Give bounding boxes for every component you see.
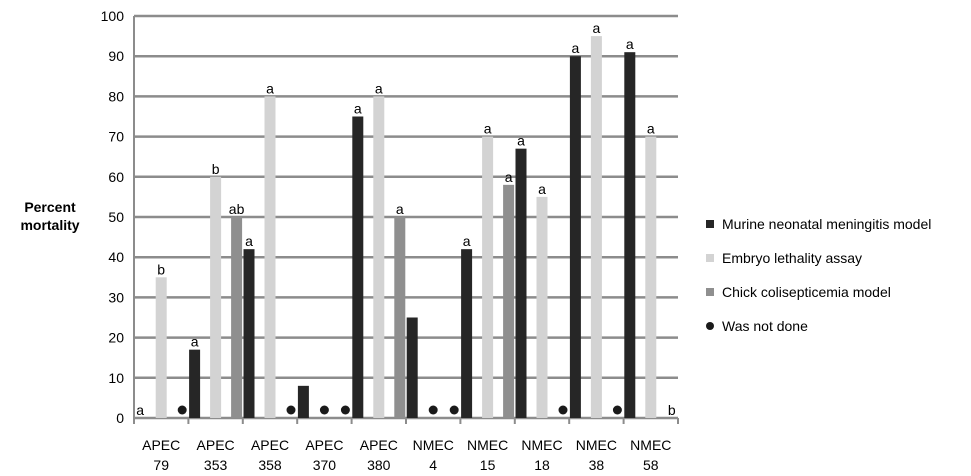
legend-item-chick: Chick colisepticemia model <box>706 275 931 309</box>
bar <box>352 116 364 418</box>
x-tick-label: 58 <box>643 457 659 473</box>
bar <box>297 385 309 418</box>
y-tick-label: 30 <box>108 289 124 305</box>
bar <box>189 349 201 418</box>
bar <box>645 136 657 418</box>
legend-swatch-murine <box>706 220 714 228</box>
bar <box>515 148 527 418</box>
bar <box>482 136 494 418</box>
bar-significance-label: a <box>505 169 513 185</box>
bar-significance-label: a <box>463 233 471 249</box>
bar <box>394 217 406 418</box>
bar-significance-label: b <box>212 161 220 177</box>
legend-item-murine: Murine neonatal meningitis model <box>706 207 931 241</box>
x-tick-label: NMEC <box>521 437 562 453</box>
bar-significance-label: a <box>375 80 383 96</box>
bar <box>373 96 385 419</box>
bar-significance-label: a <box>245 233 253 249</box>
legend-label-embryo: Embryo lethality assay <box>722 250 863 266</box>
y-tick-label: 0 <box>116 410 124 426</box>
x-tick-label: 4 <box>429 457 437 473</box>
not-done-marker <box>340 405 350 415</box>
y-tick-label: 90 <box>108 48 124 64</box>
bar <box>406 317 418 418</box>
y-tick-label: 70 <box>108 129 124 145</box>
bar-significance-label: a <box>266 80 274 96</box>
x-tick-label: NMEC <box>467 437 508 453</box>
bar <box>461 249 473 418</box>
legend-label-not-done: Was not done <box>722 318 808 334</box>
y-tick-label: 60 <box>108 169 124 185</box>
legend-item-embryo: Embryo lethality assay <box>706 241 931 275</box>
y-tick-label: 20 <box>108 330 124 346</box>
not-done-marker <box>286 405 296 415</box>
bar-significance-label: a <box>354 101 362 117</box>
legend-dot-not-done <box>706 322 714 330</box>
y-tick-label: 50 <box>108 209 124 225</box>
bar <box>569 56 581 418</box>
x-tick-label: APEC <box>360 437 398 453</box>
bar-significance-label: ab <box>229 201 245 217</box>
not-done-marker <box>558 405 568 415</box>
bar <box>264 96 276 419</box>
x-tick-label: 79 <box>153 457 169 473</box>
x-tick-label: NMEC <box>630 437 671 453</box>
x-tick-label: APEC <box>305 437 343 453</box>
bar <box>210 176 222 418</box>
x-tick-label: NMEC <box>413 437 454 453</box>
legend: Murine neonatal meningitis model Embryo … <box>706 207 931 343</box>
bar-significance-label: b <box>668 402 676 418</box>
bar-significance-label: a <box>647 121 655 137</box>
x-tick-label: 15 <box>480 457 496 473</box>
not-done-marker <box>319 405 329 415</box>
x-tick-label: 38 <box>589 457 605 473</box>
bar-significance-label: a <box>593 20 601 36</box>
bar <box>155 277 167 418</box>
x-tick-label: NMEC <box>576 437 617 453</box>
bar-significance-label: a <box>626 36 634 52</box>
bar <box>624 52 636 419</box>
y-tick-label: 40 <box>108 249 124 265</box>
x-tick-label: 370 <box>313 457 337 473</box>
bar-significance-label: a <box>136 402 144 418</box>
legend-swatch-chick <box>706 288 714 296</box>
bar <box>231 217 243 418</box>
x-tick-label: APEC <box>142 437 180 453</box>
bar-significance-label: b <box>157 261 165 277</box>
x-tick-label: 353 <box>204 457 228 473</box>
legend-label-murine: Murine neonatal meningitis model <box>722 216 932 232</box>
bar <box>503 184 515 418</box>
bar <box>536 196 548 418</box>
bar-significance-label: a <box>191 334 199 350</box>
bar-significance-label: a <box>538 181 546 197</box>
legend-swatch-embryo <box>706 254 714 262</box>
not-done-marker <box>177 405 187 415</box>
x-tick-label: APEC <box>197 437 235 453</box>
legend-label-chick: Chick colisepticemia model <box>722 284 891 300</box>
not-done-marker <box>428 405 438 415</box>
not-done-marker <box>612 405 622 415</box>
y-tick-label: 80 <box>108 88 124 104</box>
bar-significance-label: a <box>396 201 404 217</box>
not-done-marker <box>449 405 459 415</box>
bar <box>590 36 602 418</box>
x-tick-label: 18 <box>534 457 550 473</box>
bar <box>243 249 255 418</box>
y-tick-label: 100 <box>101 8 125 24</box>
x-tick-label: 358 <box>258 457 282 473</box>
y-tick-label: 10 <box>108 370 124 386</box>
x-tick-label: APEC <box>251 437 289 453</box>
bar-significance-label: a <box>484 121 492 137</box>
y-axis-label: Percent mortality <box>20 199 80 233</box>
legend-item-not-done: Was not done <box>706 309 931 343</box>
bar-significance-label: a <box>572 40 580 56</box>
x-tick-label: 380 <box>367 457 391 473</box>
bar-significance-label: a <box>517 133 525 149</box>
